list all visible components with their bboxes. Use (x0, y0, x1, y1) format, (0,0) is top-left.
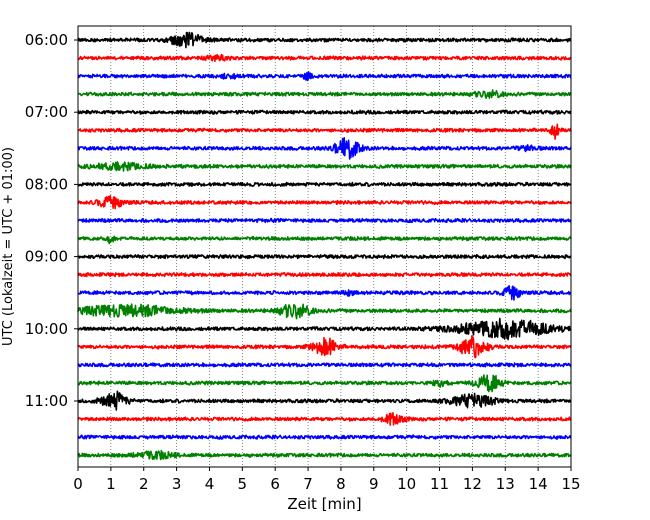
trace-0730 (77, 137, 572, 160)
x-tick-label: 6 (270, 475, 280, 493)
x-tick-label: 13 (496, 475, 515, 493)
trace-1130 (77, 434, 572, 440)
x-tick-label: 8 (336, 475, 346, 493)
y-tick-label: 11:00 (25, 392, 68, 410)
y-axis-ticks: 06:00 07:00 08:00 09:00 10:00 11:00 (25, 31, 78, 410)
y-tick-label: 07:00 (25, 103, 68, 121)
trace-1115 (77, 412, 572, 426)
x-tick-label: 9 (369, 475, 379, 493)
trace-1145 (77, 449, 572, 461)
trace-0615 (77, 53, 572, 63)
trace-0600 (77, 31, 572, 49)
trace-0845 (77, 235, 572, 245)
trace-1100 (77, 390, 572, 411)
trace-0800 (77, 181, 572, 187)
x-tick-label: 12 (463, 475, 482, 493)
x-tick-label: 10 (397, 475, 416, 493)
y-axis-label: UTC (Lokalzeit = UTC + 01:00) (1, 147, 16, 346)
trace-0645 (77, 89, 572, 99)
y-tick-label: 09:00 (25, 248, 68, 266)
trace-0630 (77, 71, 572, 82)
trace-0745 (77, 161, 572, 172)
trace-1030 (77, 362, 572, 368)
y-tick-label: 08:00 (25, 175, 68, 193)
x-tick-label: 1 (106, 475, 116, 493)
x-tick-label: 5 (238, 475, 248, 493)
x-tick-label: 15 (561, 475, 580, 493)
x-tick-label: 4 (205, 475, 215, 493)
x-tick-label: 2 (139, 475, 149, 493)
trace-0915 (77, 272, 572, 278)
x-tick-label: 0 (73, 475, 83, 493)
x-tick-label: 11 (430, 475, 449, 493)
x-axis-label: Zeit [min] (287, 495, 361, 513)
trace-0815 (77, 195, 572, 210)
x-tick-label: 3 (172, 475, 182, 493)
trace-group (77, 31, 572, 461)
trace-0700 (77, 109, 572, 115)
y-tick-label: 06:00 (25, 31, 68, 49)
trace-0900 (77, 254, 572, 260)
trace-1000 (77, 317, 572, 341)
y-tick-label: 10:00 (25, 320, 68, 338)
x-tick-label: 7 (303, 475, 313, 493)
trace-0715 (77, 123, 572, 140)
trace-0945 (77, 303, 572, 320)
trace-0830 (77, 217, 572, 224)
trace-1015 (77, 335, 572, 359)
x-tick-label: 14 (529, 475, 548, 493)
x-axis-ticks: 0 1 2 3 4 5 6 7 8 9 10 11 12 13 14 15 (73, 467, 581, 493)
plot-frame (77, 25, 572, 468)
trace-1045 (77, 374, 572, 393)
trace-0930 (77, 285, 572, 301)
